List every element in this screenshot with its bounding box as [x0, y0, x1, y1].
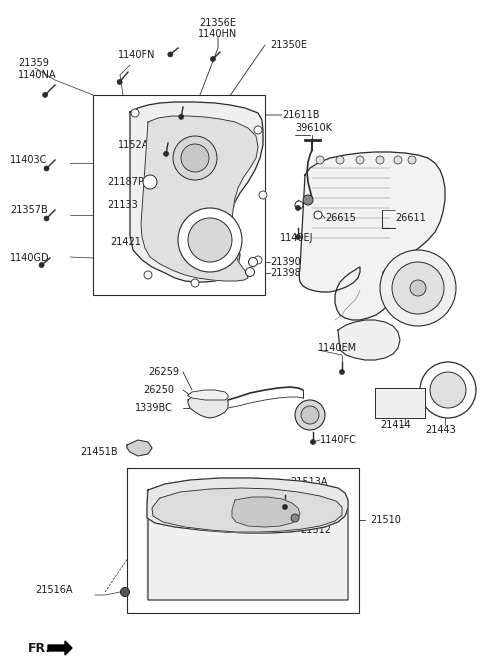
Circle shape [291, 514, 299, 522]
Text: 26250: 26250 [143, 385, 174, 395]
Polygon shape [147, 478, 348, 533]
Circle shape [356, 156, 364, 164]
Text: 21133: 21133 [107, 200, 138, 210]
Polygon shape [127, 440, 152, 456]
Polygon shape [188, 392, 228, 418]
Circle shape [392, 262, 444, 314]
Polygon shape [141, 116, 258, 281]
Text: 21510: 21510 [370, 515, 401, 525]
Text: 21513A: 21513A [290, 477, 327, 487]
Text: 21516A: 21516A [35, 585, 72, 595]
Circle shape [254, 256, 262, 264]
Text: 21414: 21414 [380, 420, 411, 430]
Circle shape [316, 156, 324, 164]
Text: 1140FC: 1140FC [320, 435, 357, 445]
Circle shape [408, 156, 416, 164]
Circle shape [131, 109, 139, 117]
Circle shape [295, 201, 303, 209]
Bar [375, 388, 425, 418]
Circle shape [295, 400, 325, 430]
Circle shape [296, 235, 300, 239]
Text: 26615: 26615 [325, 213, 356, 223]
Polygon shape [147, 490, 148, 600]
Polygon shape [338, 320, 400, 360]
Polygon shape [232, 497, 300, 527]
Text: 26611: 26611 [395, 213, 426, 223]
Circle shape [117, 80, 122, 84]
Circle shape [283, 505, 288, 509]
Polygon shape [152, 488, 342, 532]
Polygon shape [152, 488, 342, 532]
Circle shape [339, 369, 345, 375]
Circle shape [178, 208, 242, 272]
Circle shape [394, 156, 402, 164]
Circle shape [181, 144, 209, 172]
Circle shape [254, 126, 262, 134]
Polygon shape [148, 508, 348, 600]
Circle shape [143, 175, 157, 189]
Circle shape [245, 267, 254, 276]
Text: 26259: 26259 [148, 367, 179, 377]
Circle shape [164, 151, 168, 156]
Text: 39610K: 39610K [295, 123, 332, 133]
Circle shape [191, 279, 199, 287]
Text: 21421: 21421 [110, 237, 141, 247]
Text: 21611B: 21611B [282, 110, 320, 120]
Bar [127, 468, 359, 613]
Polygon shape [147, 478, 348, 533]
Circle shape [249, 257, 257, 267]
Text: 21357B: 21357B [10, 205, 48, 215]
Circle shape [376, 156, 384, 164]
Circle shape [311, 440, 315, 444]
Circle shape [296, 206, 300, 210]
Text: 1140HN: 1140HN [198, 29, 238, 39]
Text: 1140EJ: 1140EJ [280, 233, 313, 243]
Circle shape [259, 191, 267, 199]
Circle shape [44, 216, 49, 221]
Polygon shape [299, 152, 445, 320]
Circle shape [44, 166, 49, 171]
Text: 1140FN: 1140FN [118, 50, 156, 60]
Text: 1140NA: 1140NA [18, 70, 57, 80]
Text: 21443: 21443 [425, 425, 456, 435]
Circle shape [144, 271, 152, 279]
Circle shape [430, 372, 466, 408]
Text: 21356E: 21356E [200, 18, 237, 28]
Text: 1152AA: 1152AA [118, 140, 156, 150]
Text: 1140EM: 1140EM [318, 343, 357, 353]
Circle shape [380, 250, 456, 326]
Polygon shape [130, 102, 263, 282]
Circle shape [120, 587, 130, 597]
Circle shape [210, 56, 216, 62]
Circle shape [188, 218, 232, 262]
Polygon shape [232, 497, 300, 527]
Text: 21398: 21398 [270, 268, 301, 278]
Circle shape [43, 92, 48, 97]
Polygon shape [48, 641, 72, 655]
Circle shape [301, 406, 319, 424]
Circle shape [314, 211, 322, 219]
Bar [93, 95, 265, 295]
Text: 21512: 21512 [300, 525, 331, 535]
Text: 21187P: 21187P [107, 177, 144, 187]
Circle shape [410, 280, 426, 296]
Circle shape [179, 114, 184, 119]
Circle shape [39, 263, 44, 268]
Polygon shape [188, 390, 228, 400]
Text: 1339BC: 1339BC [135, 403, 173, 413]
Circle shape [173, 136, 217, 180]
Text: 11403C: 11403C [10, 155, 48, 165]
Text: FR.: FR. [28, 642, 51, 654]
Circle shape [420, 362, 476, 418]
Text: 21390: 21390 [270, 257, 301, 267]
Text: 21451B: 21451B [80, 447, 118, 457]
Text: 21350E: 21350E [270, 40, 307, 50]
Text: 1140GD: 1140GD [10, 253, 49, 263]
Text: 21359: 21359 [18, 58, 49, 68]
Circle shape [303, 195, 313, 205]
Circle shape [336, 156, 344, 164]
Circle shape [168, 52, 173, 57]
